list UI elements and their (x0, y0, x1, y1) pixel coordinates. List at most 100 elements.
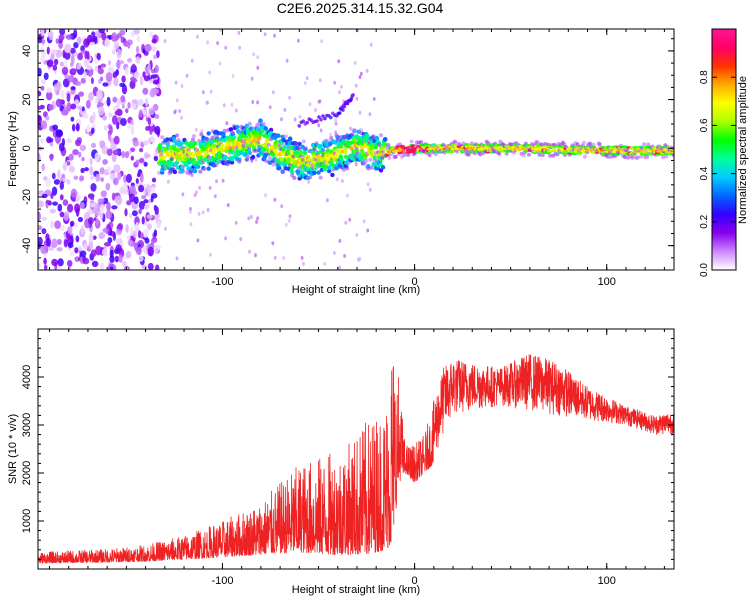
band-cell (380, 165, 386, 170)
noise-blob (40, 29, 45, 37)
band-cell (258, 118, 263, 123)
band-cell (162, 154, 167, 160)
noise-blob (132, 230, 137, 238)
noise-blob (131, 103, 136, 109)
band-halo (280, 170, 285, 175)
noise-blob (77, 105, 83, 110)
noise-blob (88, 217, 94, 225)
speckle (283, 107, 287, 112)
band-halo (228, 146, 233, 151)
noise-blob (126, 250, 132, 259)
noise-blob (54, 220, 61, 229)
speckle (303, 81, 307, 86)
speckle (256, 65, 260, 70)
noise-blob (74, 203, 81, 213)
band-cell (274, 139, 279, 145)
band-halo (358, 128, 363, 133)
speckle (343, 253, 346, 258)
band-halo (191, 134, 196, 139)
noise-blob (90, 249, 97, 257)
noise-blob (43, 60, 47, 65)
noise-blob (90, 202, 96, 208)
band-cell (365, 134, 370, 139)
band-halo (350, 132, 355, 137)
noise-blob (49, 153, 54, 162)
noise-blob (112, 149, 120, 156)
noise-blob (74, 81, 82, 86)
noise-blob (41, 163, 45, 172)
noise-blob (114, 255, 120, 263)
speckle (238, 45, 242, 50)
band-halo (303, 146, 308, 151)
band-cell (229, 160, 235, 165)
band-halo (521, 153, 526, 158)
spectrogram-frame (37, 28, 675, 271)
noise-blob (130, 227, 134, 237)
band-halo (561, 141, 566, 146)
noise-blob (139, 172, 144, 183)
y-tick-label: 20 (21, 93, 33, 105)
noise-blob (53, 84, 58, 93)
noise-blob (100, 262, 105, 270)
speckle (252, 52, 256, 57)
speckle (333, 251, 336, 255)
speckle (366, 182, 370, 187)
band-halo (369, 165, 374, 170)
noise-blob (74, 256, 80, 262)
noise-blob (92, 235, 97, 240)
noise-blob (88, 232, 94, 243)
y-tick-label: 2000 (21, 461, 33, 485)
band-cell (172, 169, 178, 175)
noise-blob (79, 202, 85, 209)
noise-blob (104, 38, 111, 48)
speckle (298, 114, 302, 119)
band-halo (300, 157, 305, 162)
band-cell (263, 126, 268, 131)
noise-blob (142, 48, 146, 54)
band-halo (466, 152, 471, 157)
noise-blob (84, 50, 88, 59)
band-cell (373, 144, 378, 150)
noise-blob (134, 71, 140, 79)
noise-blob (60, 89, 65, 99)
noise-blob (150, 69, 156, 74)
speckle (348, 217, 352, 222)
speckle (338, 238, 342, 243)
band-cell (327, 165, 332, 170)
noise-blob (83, 58, 89, 68)
band-cell (239, 150, 244, 156)
spectrogram-panel: -100 0 100 -40 -20 0 20 40 Height of straight l… (7, 28, 675, 296)
speckle (263, 32, 267, 37)
noise-blob (111, 32, 117, 42)
noise-blob (149, 31, 154, 38)
speckle (297, 38, 300, 43)
noise-blob (45, 177, 51, 187)
band-cell (277, 165, 282, 171)
noise-blob (98, 29, 106, 34)
band-halo (642, 142, 647, 147)
streak-cell (315, 119, 319, 123)
noise-blob (38, 200, 44, 208)
speckle (282, 256, 286, 261)
noise-blob (108, 112, 113, 118)
noise-blob (97, 102, 104, 107)
noise-blob (66, 260, 73, 267)
speckle (190, 58, 194, 63)
noise-blob (121, 150, 126, 159)
band-cell (192, 141, 198, 146)
speckle (255, 220, 258, 224)
band-halo (175, 133, 179, 138)
noise-blob (100, 63, 107, 68)
noise-blob (53, 58, 59, 66)
noise-blob (75, 123, 80, 132)
noise-blob (150, 74, 157, 79)
noise-blob (66, 138, 72, 144)
speckle (280, 117, 283, 122)
noise-blob (88, 91, 94, 102)
band-cell (257, 136, 262, 141)
noise-blob (51, 238, 58, 248)
speckle (264, 193, 267, 198)
noise-blob (147, 262, 154, 270)
band-halo (664, 154, 669, 159)
